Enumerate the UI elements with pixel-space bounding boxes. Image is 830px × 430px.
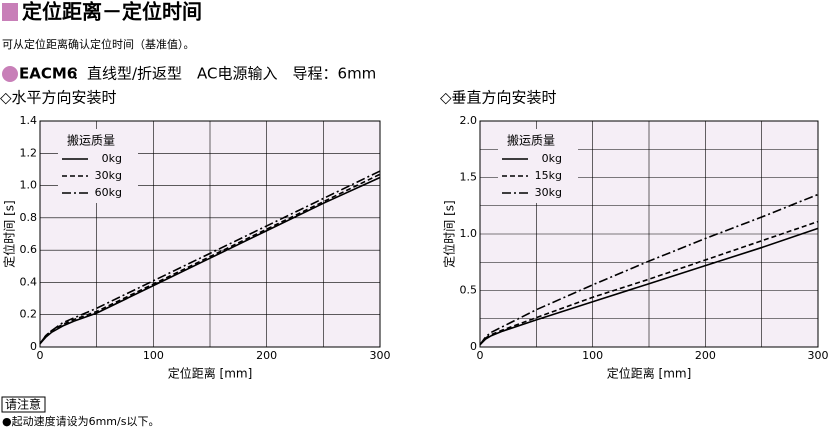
series-line [479, 193, 819, 346]
x-axis-label: 定位距离 [mm] [168, 366, 253, 381]
model: EACM6 [19, 65, 77, 83]
legend-label: 0kg [542, 152, 562, 165]
y-tick-label: 0.2 [20, 308, 38, 321]
plot-frame [479, 120, 819, 348]
y-tick-label: 0 [470, 340, 477, 353]
series-line [479, 220, 819, 346]
series-line [39, 176, 381, 345]
bullet [2, 66, 18, 82]
x-tick-label: 100 [582, 349, 603, 362]
y-axis-label: 定位时间 [s] [442, 200, 457, 267]
legend-label: 60kg [95, 186, 122, 199]
legend-box [498, 129, 578, 203]
y-tick-label: 2.0 [460, 114, 478, 127]
note: ●起动速度请设为6mm/s以下。 [2, 414, 159, 428]
y-tick-label: 0 [30, 340, 37, 353]
y-tick-label: 1.0 [20, 179, 38, 192]
legend-label: 0kg [102, 152, 122, 165]
legend-title: 搬运质量 [67, 133, 115, 148]
series-line [479, 227, 819, 346]
notice: 请注意 [5, 397, 41, 412]
legend-label: 15kg [535, 169, 562, 182]
chart-title: ◇水平方向安装时 [0, 89, 117, 107]
x-tick-label: 300 [370, 349, 391, 362]
y-tick-label: 1.4 [20, 114, 38, 127]
chart-title: ◇垂直方向安装时 [440, 89, 557, 107]
legend-title: 搬运质量 [507, 133, 555, 148]
legend-label: 30kg [535, 186, 562, 199]
x-axis-label: 定位距离 [mm] [607, 366, 692, 381]
legend-label: 30kg [95, 169, 122, 182]
x-tick-label: 200 [695, 349, 716, 362]
notice-box [1, 396, 46, 413]
y-tick-label: 0.4 [20, 275, 38, 288]
y-tick-label: 0.6 [20, 243, 38, 256]
y-tick-label: 0.5 [460, 284, 478, 297]
legend-box [58, 129, 138, 203]
spec: ：直线型/折返型 AC电源输入 导程：6mm [72, 65, 376, 83]
y-tick-label: 1.5 [460, 171, 478, 184]
series-line [39, 173, 381, 345]
x-tick-label: 300 [808, 349, 829, 362]
page-title: 定位距离－定位时间 [22, 0, 202, 24]
description: 可从定位距离确认定位时间（基准值）。 [2, 37, 195, 51]
y-tick-label: 0.8 [20, 211, 38, 224]
title-square [2, 3, 18, 21]
y-axis-label: 定位时间 [s] [2, 200, 17, 267]
y-tick-label: 1.2 [20, 146, 38, 159]
x-tick-label: 100 [143, 349, 164, 362]
x-tick-label: 0 [37, 349, 44, 362]
y-tick-label: 1.0 [460, 227, 478, 240]
x-tick-label: 200 [256, 349, 277, 362]
x-tick-label: 0 [477, 349, 484, 362]
plot-frame [39, 120, 381, 348]
series-line [39, 170, 381, 345]
